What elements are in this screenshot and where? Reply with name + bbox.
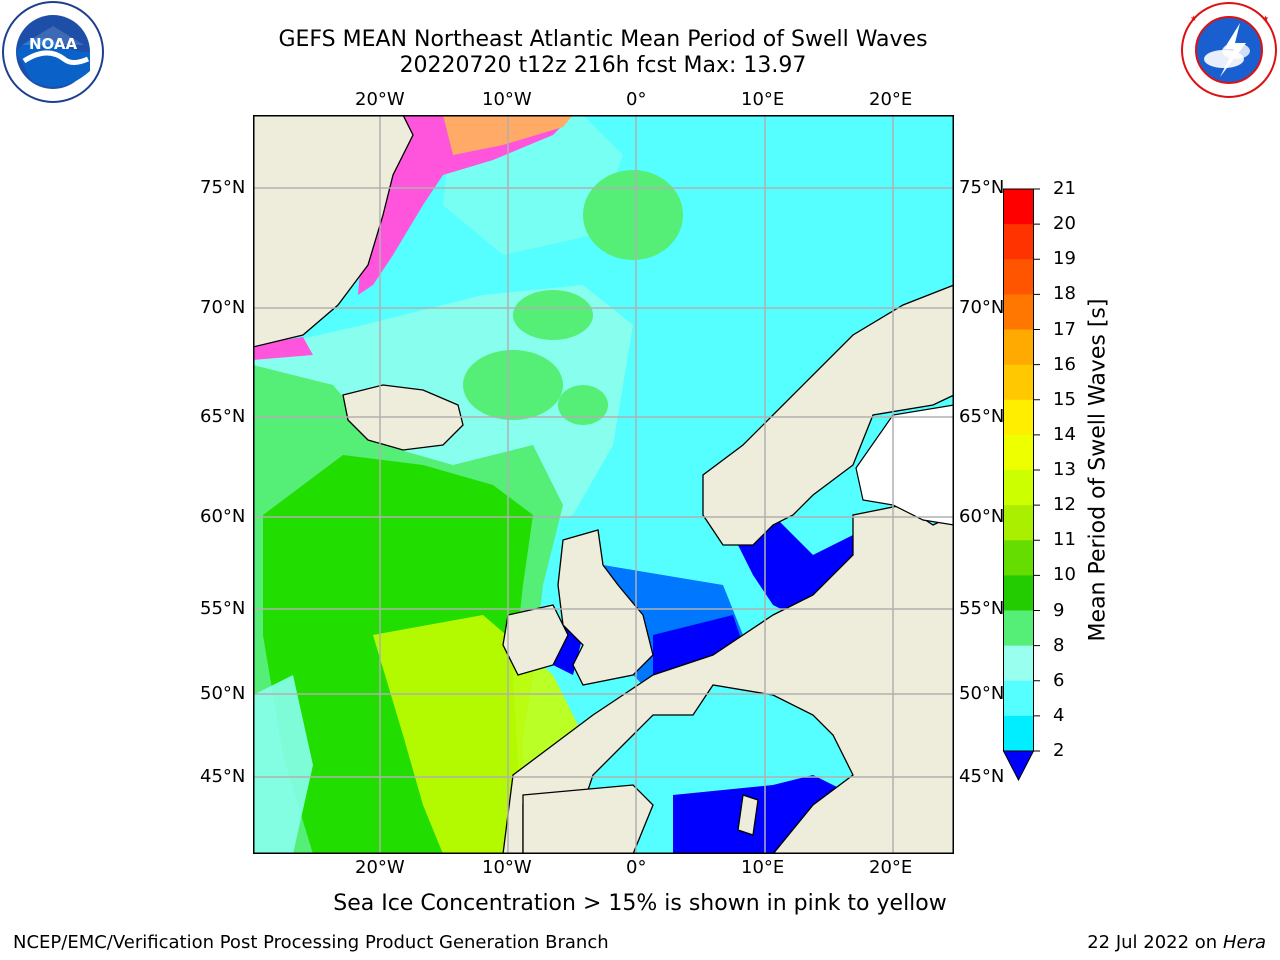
lat-label-right: 55°N — [959, 598, 1005, 619]
footer-host: Hera — [1222, 932, 1266, 953]
lat-label-right: 45°N — [959, 766, 1005, 787]
colorbar-tick-label: 15 — [1053, 388, 1076, 410]
colorbar-extend-triangle — [1002, 750, 1035, 782]
colorbar-tick-label: 13 — [1053, 459, 1076, 480]
lat-label-right: 50°N — [959, 683, 1005, 704]
lon-label-top: 20°E — [869, 89, 913, 110]
lon-label-bottom: 10°E — [741, 857, 785, 878]
svg-text:★: ★ — [1262, 14, 1269, 23]
lat-label-left: 65°N — [200, 406, 246, 427]
colorbar-band — [1003, 470, 1034, 506]
svg-text:★: ★ — [1190, 14, 1197, 23]
lat-label-right: 70°N — [959, 297, 1005, 318]
lat-label-right: 65°N — [959, 406, 1005, 427]
colorbar-band — [1003, 610, 1034, 647]
colorbar-tick-label: 21 — [1053, 178, 1076, 199]
lat-label-left: 55°N — [200, 598, 246, 619]
lat-label-left: 75°N — [200, 177, 246, 198]
ireland-land — [502, 604, 569, 676]
colorbar-tick-label: 4 — [1053, 704, 1065, 726]
colorbar-band — [1003, 680, 1034, 717]
footer-branch: NCEP/EMC/Verification Post Processing Pr… — [13, 932, 609, 953]
lon-label-bottom: 20°E — [869, 857, 913, 878]
swell-period-map — [253, 115, 954, 854]
colorbar — [1002, 188, 1040, 782]
colorbar-band — [1003, 575, 1034, 611]
colorbar-band — [1003, 540, 1034, 576]
sardinia-land — [737, 794, 759, 836]
colorbar-band — [1003, 329, 1034, 366]
colorbar-tick-label: 12 — [1053, 494, 1076, 516]
footer-date: 22 Jul 2022 on Hera — [1087, 932, 1266, 953]
colorbar-band — [1003, 434, 1034, 471]
map-panel — [253, 115, 954, 854]
swell-green-patch — [583, 170, 683, 260]
sea-ice-note: Sea Ice Concentration > 15% is shown in … — [333, 891, 947, 916]
lon-label-top: 20°W — [355, 89, 405, 110]
lat-label-left: 60°N — [200, 506, 246, 527]
colorbar-bands — [1003, 189, 1034, 752]
colorbar-tick-label: 6 — [1053, 669, 1065, 691]
lon-label-top: 10°E — [741, 89, 785, 110]
colorbar-band — [1003, 189, 1034, 225]
chart-title: GEFS MEAN Northeast Atlantic Mean Period… — [278, 27, 928, 52]
colorbar-tick-label: 10 — [1053, 564, 1076, 586]
lon-label-bottom: 0° — [626, 857, 647, 878]
greenland-land — [253, 115, 414, 348]
gulf-of-bothnia-nodata — [855, 404, 954, 526]
lon-label-bottom: 10°W — [482, 857, 532, 878]
colorbar-band — [1003, 294, 1034, 330]
lon-label-top: 0° — [626, 89, 647, 110]
colorbar-tick-label: 11 — [1053, 529, 1076, 551]
lat-label-left: 45°N — [200, 766, 246, 787]
nws-logo: ★ ★ — [1180, 1, 1278, 99]
noaa-logo-text: NOAA — [29, 35, 78, 53]
noaa-emblem-icon: NOAA — [2, 1, 104, 103]
graticule — [253, 115, 954, 854]
colorbar-band — [1003, 399, 1034, 436]
colorbar-band — [1003, 505, 1034, 541]
lat-label-left: 70°N — [200, 297, 246, 318]
colorbar-band — [1003, 715, 1034, 752]
lon-label-bottom: 20°W — [355, 857, 405, 878]
chart-subtitle: 20220720 t12z 216h fcst Max: 13.97 — [399, 53, 807, 78]
footer-date-text: 22 Jul 2022 on — [1087, 932, 1218, 953]
colorbar-band — [1003, 259, 1034, 295]
colorbar-tick-label: 17 — [1053, 318, 1076, 340]
europe-land — [502, 504, 954, 854]
colorbar-band — [1003, 224, 1034, 260]
iberia-land — [522, 784, 654, 854]
colorbar-tick-label: 8 — [1053, 634, 1065, 656]
colorbar-band — [1003, 645, 1034, 682]
colorbar-tick-label: 20 — [1053, 213, 1076, 235]
lat-label-left: 50°N — [200, 683, 246, 704]
lat-label-right: 60°N — [959, 506, 1005, 527]
noaa-logo: NOAA — [2, 1, 104, 103]
lon-label-top: 10°W — [482, 89, 532, 110]
colorbar-tick-label: 16 — [1053, 353, 1076, 375]
nws-emblem-icon: ★ ★ — [1181, 2, 1277, 98]
sea-ice-region — [358, 115, 573, 295]
colorbar-label: Mean Period of Swell Waves [s] — [1085, 298, 1111, 642]
colorbar-tick-label: 19 — [1053, 248, 1076, 270]
colorbar-tick-label: 14 — [1053, 423, 1076, 445]
colorbar-tick-label: 2 — [1053, 740, 1065, 761]
colorbar-tick-label: 9 — [1053, 599, 1065, 621]
colorbar-band — [1003, 364, 1034, 401]
colorbar-tick-label: 18 — [1053, 283, 1076, 305]
lat-label-right: 75°N — [959, 177, 1005, 198]
